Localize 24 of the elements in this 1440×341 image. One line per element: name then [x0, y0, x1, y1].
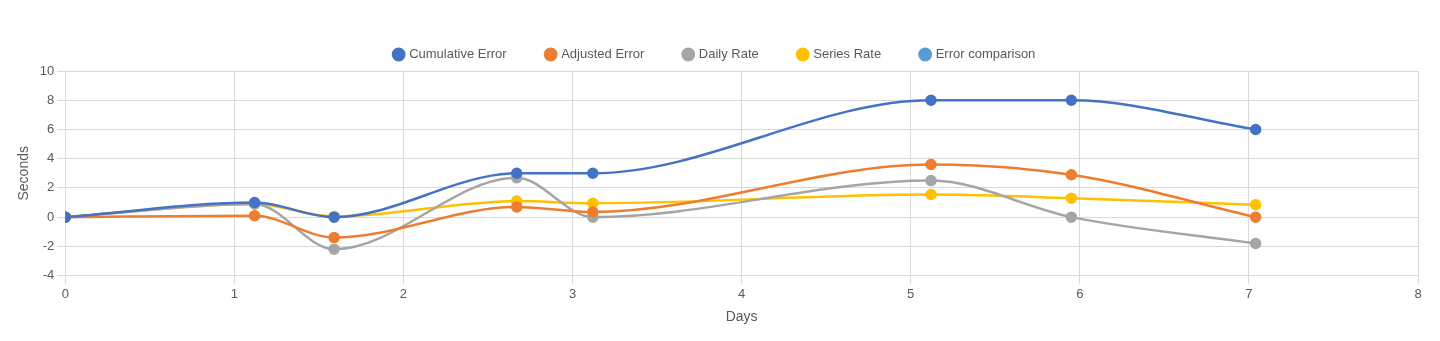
x-axis-title: Days: [725, 308, 758, 325]
x-tick-label: 4: [738, 285, 746, 301]
legend-label: Daily Rate: [698, 46, 759, 62]
legend-label: Cumulative Error: [409, 46, 508, 62]
x-tick-label: 5: [907, 285, 915, 301]
legend-label: Series Rate: [813, 46, 882, 62]
x-tick-label: 6: [1076, 285, 1084, 301]
x-tick-label: 0: [61, 285, 69, 301]
y-tick-label: 0: [47, 208, 55, 224]
y-tick-label: 8: [47, 91, 55, 107]
y-tick-label: 4: [47, 150, 55, 166]
y-tick-label: -4: [42, 267, 55, 283]
x-tick-label: 7: [1245, 285, 1253, 301]
x-tick-label: 1: [230, 285, 238, 301]
y-axis-title: Seconds: [15, 146, 32, 201]
y-tick-label: 10: [39, 62, 55, 78]
x-tick-label: 8: [1414, 285, 1422, 301]
y-tick-label: -2: [42, 237, 55, 253]
legend-label: Error comparison: [935, 46, 1036, 62]
x-tick-label: 3: [568, 285, 577, 301]
legend-label: Adjusted Error: [561, 46, 645, 62]
y-tick-label: 6: [47, 121, 55, 137]
y-tick-label: 2: [47, 179, 55, 195]
x-tick-label: 2: [399, 285, 408, 301]
